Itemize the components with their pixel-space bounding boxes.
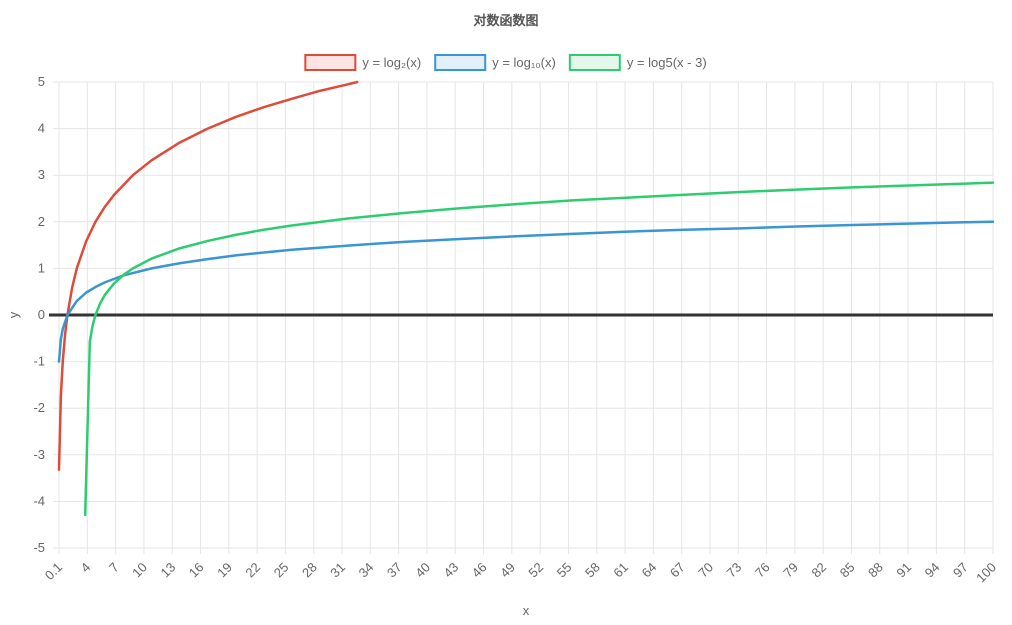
legend-swatch-3	[568, 54, 621, 71]
x-tick-label: 4	[78, 560, 94, 576]
x-tick-label: 10	[129, 560, 150, 581]
y-axis-title: y	[6, 311, 21, 318]
x-tick-label: 94	[922, 560, 943, 581]
x-tick-labels: 0.1 4 7 10 13 16 19 22 25 28 31 34 37 40 43 46 49 52 55 58 6…	[42, 560, 999, 586]
y-tick-label: 2	[38, 214, 45, 229]
y-tick-label: -4	[33, 493, 45, 508]
x-tick-label: 31	[327, 560, 348, 581]
series-line-2	[57, 220, 995, 363]
y-tick-label: -1	[33, 354, 45, 369]
legend-label-3: y = log5(x - 3)	[627, 55, 707, 70]
x-tick-label: 22	[242, 560, 263, 581]
x-tick-label: 100	[973, 560, 999, 586]
series-layer	[57, 80, 995, 517]
x-tick-label: 91	[893, 560, 914, 581]
x-tick-label: 70	[695, 560, 716, 581]
x-tick-label: 97	[950, 560, 971, 581]
x-tick-label: 61	[610, 560, 631, 581]
x-tick-label: 0.1	[42, 560, 65, 583]
legend: y = log₂(x) y = log₁₀(x) y = log5(x - 3)	[304, 54, 707, 71]
legend-swatch-2	[434, 54, 487, 71]
x-tick-label: 25	[271, 560, 292, 581]
series-line-3	[83, 181, 995, 517]
x-tick-label: 28	[299, 560, 320, 581]
x-tick-label: 40	[412, 560, 433, 581]
series-line-1	[57, 80, 359, 471]
x-tick-label: 37	[384, 560, 405, 581]
x-tick-label: 67	[667, 560, 688, 581]
x-tick-label: 52	[525, 560, 546, 581]
chart-title: 对数函数图	[473, 13, 538, 29]
y-tick-label: -2	[33, 400, 45, 415]
y-tick-label: 1	[38, 260, 45, 275]
y-tick-label: -5	[33, 540, 45, 555]
x-tick-label: 19	[214, 560, 235, 581]
y-tick-label: 4	[38, 121, 45, 136]
x-tick-label: 16	[186, 560, 207, 581]
x-tick-label: 82	[808, 560, 829, 581]
y-tick-label: -3	[33, 447, 45, 462]
x-tick-label: 13	[157, 560, 178, 581]
x-tick-label: 73	[724, 560, 745, 581]
x-tick-label: 85	[837, 560, 858, 581]
x-tick-label: 7	[106, 560, 122, 576]
y-tick-label: 5	[38, 74, 45, 89]
x-tick-label: 58	[582, 560, 603, 581]
x-tick-label: 34	[356, 560, 377, 581]
grid	[53, 81, 994, 554]
x-tick-label: 76	[752, 560, 773, 581]
x-tick-label: 49	[497, 560, 518, 581]
x-tick-label: 55	[554, 560, 575, 581]
x-tick-label: 43	[441, 560, 462, 581]
x-tick-label: 64	[639, 560, 660, 581]
y-tick-label: 3	[38, 167, 45, 182]
x-tick-label: 79	[780, 560, 801, 581]
legend-label-2: y = log₁₀(x)	[492, 55, 556, 70]
legend-swatch-1	[304, 54, 357, 71]
x-tick-label: 88	[865, 560, 886, 581]
x-tick-label: 46	[469, 560, 490, 581]
x-axis-title: x	[523, 603, 530, 618]
legend-label-1: y = log₂(x)	[362, 55, 421, 70]
y-tick-label: 0	[38, 307, 45, 322]
y-tick-labels: 5 4 3 2 1 0 -1 -2 -3 -4 -5	[33, 74, 45, 555]
